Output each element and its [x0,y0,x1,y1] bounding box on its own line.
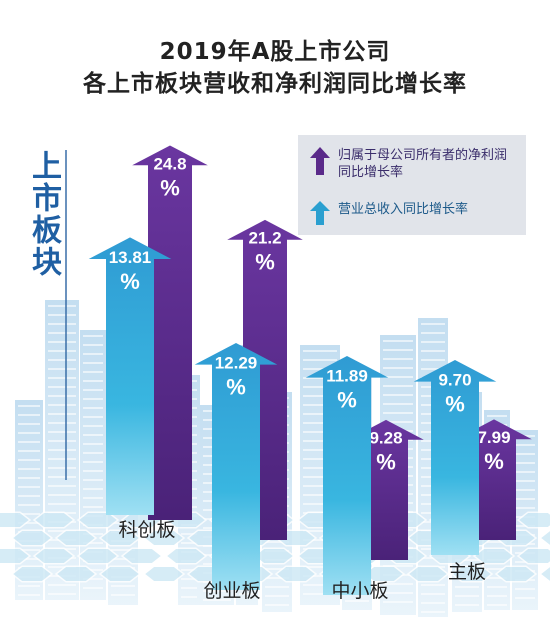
hexagon-tile [450,565,494,583]
data-label-unit: % [120,269,140,294]
hexagon-tile [274,565,318,583]
data-label-unit: % [445,392,465,417]
chart-title-line1: 2019年A股上市公司 [159,39,391,65]
legend: 归属于母公司所有者的净利润同比增长率 营业总收入同比增长率 [298,135,526,235]
hexagon-tile [54,529,98,547]
hexagon-tile [0,511,32,529]
hexagon-tile [516,547,550,565]
hexagon-tile [10,565,54,583]
data-label-revenue: 11.89 [326,367,368,386]
data-label-unit: % [337,388,357,413]
data-label-unit: % [376,450,396,475]
hexagon-tile [32,547,76,565]
category-label: 中小板 [331,580,388,602]
hexagon-tile [54,565,98,583]
hexagon-tile [472,547,516,565]
legend-item-revenue: 营业总收入同比增长率 [310,201,510,225]
bar-revenue [413,360,497,555]
bar-revenue [305,356,389,595]
hexagon-tile [406,565,450,583]
hexagon-tile [98,565,142,583]
hexagon-tile [142,565,186,583]
data-label-unit: % [160,175,180,200]
data-label-unit: % [255,250,275,275]
data-label-net-profit: 24.8 [153,154,186,173]
data-label-revenue: 12.29 [215,354,258,373]
hexagon-tile [98,529,142,547]
hexagon-tile [0,547,32,565]
data-label-net-profit: 9.28 [369,429,402,448]
category-label: 科创板 [118,519,175,541]
blue-arrow-icon [310,201,330,225]
bar-revenue [88,237,172,515]
category-label: 主板 [448,561,486,583]
chart-title-line2: 各上市板块营收和净利润同比增长率 [83,71,467,97]
hexagon-tile [494,565,538,583]
hexagon-tile [538,529,550,547]
hexagon-tile [164,547,208,565]
purple-arrow-icon [310,147,330,175]
data-label-revenue: 9.70 [438,371,471,390]
data-label-unit: % [226,375,246,400]
category-label: 创业板 [203,580,260,602]
hexagon-tile [538,565,550,583]
legend-item-net-profit: 归属于母公司所有者的净利润同比增长率 [310,147,510,181]
legend-label-revenue: 营业总收入同比增长率 [338,202,469,217]
hexagon-tile [120,547,164,565]
hexagon-tile [10,529,54,547]
hexagon-tile [76,547,120,565]
hexagon-tile [516,511,550,529]
side-label: 上市板块 [26,150,61,278]
bar-revenue [194,343,278,590]
data-label-revenue: 13.81 [109,248,152,267]
data-label-net-profit: 21.2 [248,229,281,248]
legend-label-net-profit: 归属于母公司所有者的净利润同比增长率 [338,148,508,180]
data-label-net-profit: 7.99 [477,428,510,447]
hexagon-tile [32,511,76,529]
hexagon-tile [142,529,186,547]
data-label-unit: % [484,449,504,474]
